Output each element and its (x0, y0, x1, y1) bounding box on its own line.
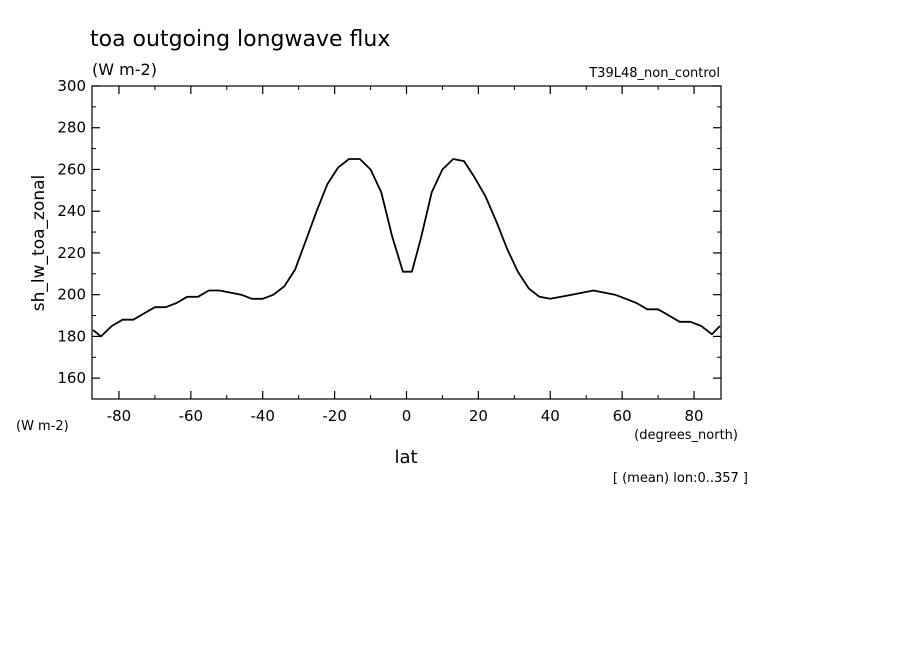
series-line-sh-lw-toa-zonal (92, 158, 721, 338)
y-tick-label: 220 (57, 244, 86, 262)
y-tick-label: 160 (57, 369, 86, 387)
y-tick-label: 300 (57, 77, 86, 95)
x-tick-label: 20 (469, 407, 488, 425)
x-tick-label: 80 (684, 407, 703, 425)
x-tick-label: -60 (179, 407, 204, 425)
x-tick-label: -20 (322, 407, 347, 425)
tick-labels: -80 -60 -40 -20 0 20 40 60 80 160 180 200 220 240 260 2… (57, 77, 703, 425)
y-axis-label: sh_lw_toa_zonal (29, 175, 49, 311)
x-axis-label: lat (394, 447, 417, 468)
chart-title: toa outgoing longwave flux (90, 27, 390, 52)
y-tick-label: 280 (57, 119, 86, 137)
y-axis-units: (W m-2) (16, 419, 69, 434)
x-tick-label: 40 (541, 407, 560, 425)
x-tick-label: 0 (402, 407, 412, 425)
footnote: [ (mean) lon:0..357 ] (613, 471, 748, 486)
y-tick-label: 260 (57, 160, 86, 178)
x-tick-label: -80 (107, 407, 132, 425)
y-tick-label: 200 (57, 286, 86, 304)
x-tick-label: -40 (250, 407, 275, 425)
chart-subtitle: (W m-2) (92, 60, 157, 79)
plot-frame (91, 85, 722, 400)
axis-ticks (92, 85, 721, 400)
x-axis-units: (degrees_north) (634, 428, 738, 443)
x-tick-label: 60 (613, 407, 632, 425)
y-tick-label: 180 (57, 327, 86, 345)
run-label: T39L48_non_control (588, 66, 720, 81)
y-tick-label: 240 (57, 202, 86, 220)
